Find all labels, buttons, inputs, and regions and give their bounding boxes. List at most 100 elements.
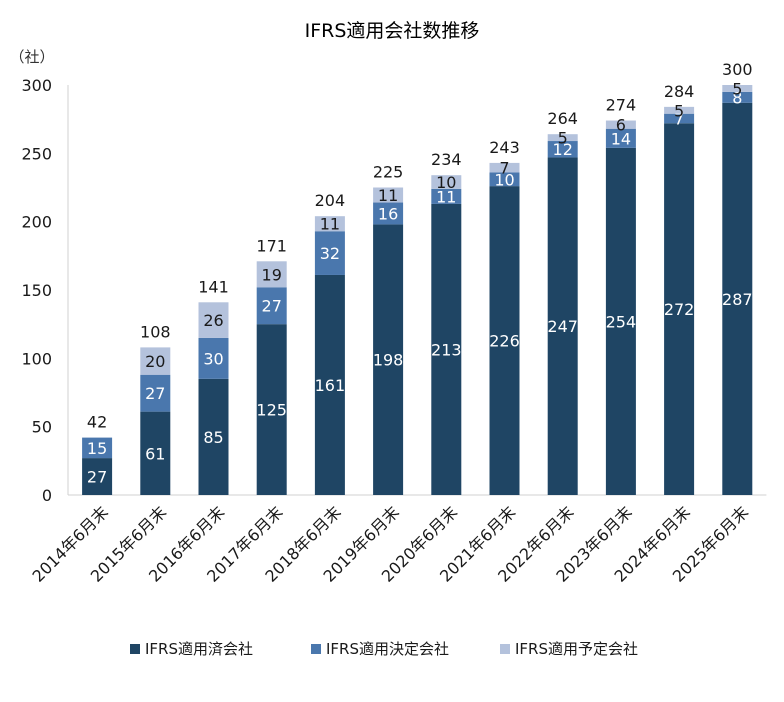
y-axis: 0 50 100 150 200 250 300	[21, 76, 767, 505]
data-label: 5	[732, 79, 742, 98]
data-label: 30	[203, 349, 223, 368]
data-label: 19	[262, 265, 282, 284]
data-label: 14	[611, 129, 631, 148]
data-label: 254	[606, 312, 637, 331]
y-tick-label: 150	[21, 281, 52, 300]
total-label: 243	[489, 138, 520, 157]
data-label: 247	[547, 317, 578, 336]
legend-label: IFRS適用済会社	[145, 640, 253, 658]
legend-label: IFRS適用決定会社	[326, 640, 449, 658]
bar-segment	[664, 106, 695, 114]
bar-segment	[722, 102, 753, 496]
data-label: 8	[732, 88, 742, 107]
y-tick-label: 200	[21, 213, 52, 232]
data-label: 85	[203, 428, 223, 447]
bar-segment	[664, 123, 695, 496]
legend-swatch	[311, 644, 321, 654]
bar-segment	[547, 134, 578, 142]
total-label: 234	[431, 150, 462, 169]
data-label: 20	[145, 352, 165, 371]
data-label: 27	[145, 384, 165, 403]
bar-segment	[314, 216, 345, 232]
data-label: 26	[203, 311, 223, 330]
bar-segment	[605, 128, 636, 148]
total-label: 42	[87, 413, 107, 432]
bar-segment	[314, 231, 345, 275]
chart-title: IFRS適用会社数推移	[305, 20, 480, 42]
data-label: 226	[489, 332, 520, 351]
bar-segment	[547, 141, 578, 158]
data-label: 7	[499, 159, 509, 178]
total-label: 300	[722, 60, 753, 79]
bar-segment	[547, 157, 578, 495]
legend-label: IFRS適用予定会社	[515, 640, 638, 658]
data-label: 5	[674, 101, 684, 120]
bar-segment	[431, 188, 462, 204]
total-label: 264	[547, 109, 578, 128]
legend-swatch	[500, 644, 510, 654]
data-label: 287	[722, 290, 753, 309]
bar-segment	[431, 203, 462, 495]
bar-segment	[722, 91, 753, 103]
data-label: 61	[145, 444, 165, 463]
data-label: 272	[664, 300, 695, 319]
y-tick-label: 0	[42, 486, 52, 505]
bars-group: 2715426127201088530261411252719171161321…	[82, 60, 753, 496]
bar-segment	[140, 374, 171, 412]
data-label: 6	[616, 116, 626, 135]
bar-segment	[198, 337, 229, 379]
y-tick-label: 300	[21, 76, 52, 95]
bar-segment	[489, 162, 520, 173]
total-label: 274	[606, 96, 637, 115]
data-label: 10	[494, 170, 514, 189]
data-label: 125	[256, 401, 287, 420]
total-label: 141	[198, 277, 229, 296]
data-label: 5	[558, 129, 568, 148]
total-label: 108	[140, 322, 171, 341]
data-label: 32	[320, 244, 340, 263]
total-label: 204	[315, 191, 346, 210]
data-label: 11	[320, 215, 340, 234]
bar-segment	[198, 302, 229, 338]
bar-segment	[256, 287, 287, 325]
bar-segment	[140, 347, 171, 375]
y-tick-label: 100	[21, 349, 52, 368]
data-label: 11	[436, 187, 456, 206]
data-label: 7	[674, 109, 684, 128]
bar-segment	[256, 261, 287, 288]
y-tick-label: 250	[21, 144, 52, 163]
legend-swatch	[130, 644, 140, 654]
data-label: 27	[87, 468, 107, 487]
data-label: 198	[373, 351, 404, 370]
bar-segment	[489, 186, 520, 495]
bar-segment	[431, 175, 462, 189]
total-label: 284	[664, 82, 695, 101]
y-tick-label: 50	[32, 418, 52, 437]
bar-segment	[373, 224, 404, 495]
bar-segment	[198, 378, 229, 495]
data-label: 11	[378, 186, 398, 205]
data-label: 16	[378, 204, 398, 223]
bar-segment	[373, 202, 404, 225]
legend: IFRS適用済会社 IFRS適用決定会社 IFRS適用予定会社	[130, 640, 638, 658]
bar-segment	[664, 113, 695, 124]
data-label: 161	[315, 376, 346, 395]
bar-segment	[82, 458, 113, 495]
y-axis-unit-label: （社）	[9, 48, 54, 66]
bar-segment	[605, 120, 636, 129]
bar-segment	[722, 85, 753, 92]
bar-segment	[314, 274, 345, 495]
data-label: 10	[436, 173, 456, 192]
data-label: 15	[87, 439, 107, 458]
total-label: 225	[373, 163, 404, 182]
data-label: 213	[431, 340, 462, 359]
bar-segment	[82, 437, 113, 459]
bar-segment	[605, 147, 636, 495]
x-axis: 2014年6月末2015年6月末2016年6月末2017年6月末2018年6月末…	[29, 502, 753, 585]
total-label: 171	[256, 236, 287, 255]
data-label: 12	[553, 140, 573, 159]
bar-segment	[489, 172, 520, 187]
bar-segment	[140, 411, 171, 495]
